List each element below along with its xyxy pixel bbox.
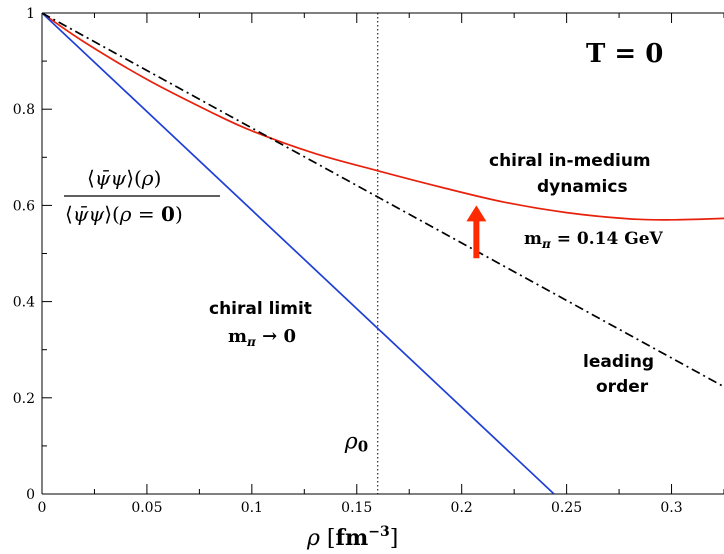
chiral-in-medium-label-line1: chiral in-medium — [489, 151, 651, 171]
arrow-marker — [466, 205, 487, 259]
series-line-leading-order — [42, 13, 724, 388]
y-tick-label: 0.4 — [13, 295, 35, 311]
ticks: 0 0.05 0.1 0.15 0.2 0.25 0.3 0 0.2 0.4 0.6 0.8 1 — [13, 6, 724, 516]
x-tick-label: 0.15 — [341, 500, 372, 516]
chiral-limit-sublabel: mπ → 0 — [228, 326, 296, 349]
temperature-annotation: T = 0 — [586, 39, 663, 69]
y-tick-label: 0.8 — [13, 102, 35, 118]
chiral-in-medium-label-line2: dynamics — [537, 177, 628, 197]
x-tick-label: 0 — [38, 500, 47, 516]
plot-frame — [41, 12, 724, 495]
arrow-head — [466, 205, 487, 222]
y-tick-label: 0 — [26, 487, 35, 503]
x-tick-label: 0.3 — [660, 500, 682, 516]
rho0-label: ρ0 — [344, 429, 368, 455]
x-tick-label: 0.1 — [241, 500, 263, 516]
leading-order-label-line1: leading — [583, 352, 654, 372]
y-label-denominator: ⟨ψ̄ψ⟩(ρ = 0) — [65, 202, 183, 226]
leading-order-label-line2: order — [596, 377, 649, 397]
series-line-chiral-limit — [42, 13, 555, 494]
chiral-limit-label: chiral limit — [209, 299, 312, 319]
y-tick-label: 0.2 — [13, 391, 35, 407]
x-tick-label: 0.05 — [131, 500, 162, 516]
y-tick-label: 1 — [26, 6, 35, 22]
chiral-in-medium-sublabel: mπ = 0.14 GeV — [524, 229, 664, 251]
series-line-chiral-in-medium-dynamics — [42, 13, 724, 221]
x-tick-label: 0.2 — [451, 500, 473, 516]
y-tick-label: 0.6 — [13, 198, 35, 214]
y-label-numerator: ⟨ψ̄ψ⟩(ρ) — [87, 166, 161, 190]
series-group — [42, 13, 724, 494]
x-axis-label: ρ [fm−3] — [306, 524, 398, 551]
y-axis-label: ⟨ψ̄ψ⟩(ρ) ⟨ψ̄ψ⟩(ρ = 0) — [64, 166, 220, 226]
x-tick-label: 0.25 — [551, 500, 582, 516]
